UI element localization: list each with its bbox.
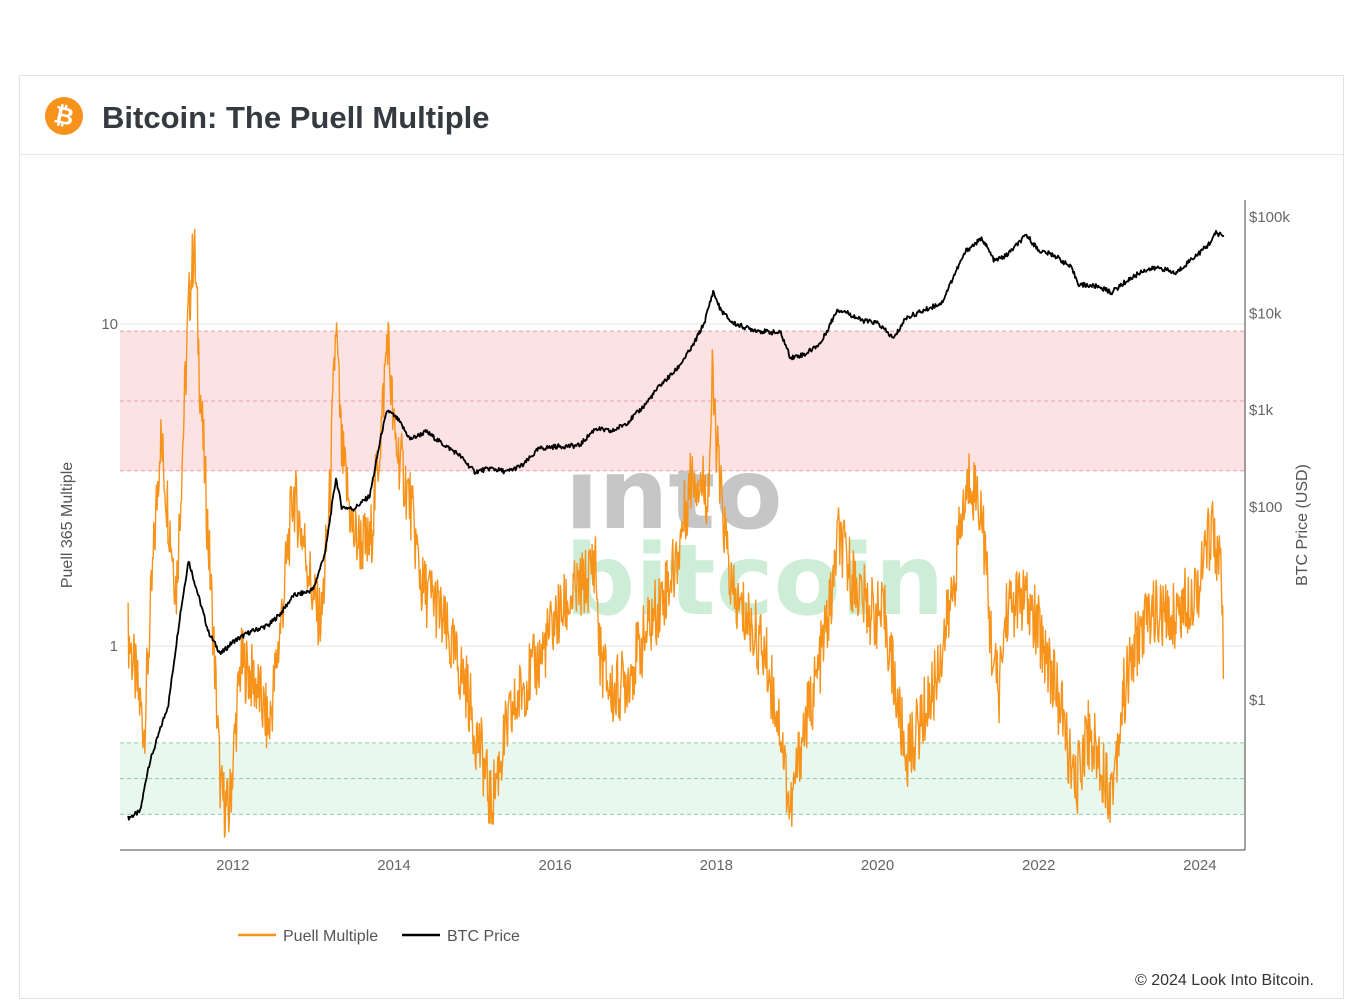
bands-layer bbox=[120, 330, 1245, 815]
copyright-text: © 2024 Look Into Bitcoin. bbox=[1134, 972, 1314, 989]
x-tick-label: 2016 bbox=[538, 857, 571, 874]
page-title: Bitcoin: The Puell Multiple bbox=[102, 100, 490, 135]
legend-item-puell[interactable]: Puell Multiple bbox=[238, 928, 378, 945]
x-tick-label: 2024 bbox=[1183, 857, 1216, 874]
axes-layer: 1 10 $1 $100 $1k $10k $100k 2012 2014 2016 2018 202… bbox=[101, 200, 1290, 874]
legend: Puell Multiple BTC Price bbox=[238, 928, 520, 945]
legend-label-puell: Puell Multiple bbox=[283, 928, 378, 945]
bitcoin-logo-icon: ₿ bbox=[45, 97, 83, 135]
y-left-axis-title: Puell 365 Multiple bbox=[59, 462, 76, 588]
y-left-tick-label: 10 bbox=[101, 316, 118, 333]
x-tick-label: 2014 bbox=[377, 857, 410, 874]
y-right-tick-label: $100k bbox=[1249, 209, 1290, 226]
x-tick-label: 2022 bbox=[1022, 857, 1055, 874]
y-right-tick-label: $10k bbox=[1249, 306, 1282, 323]
x-tick-label: 2018 bbox=[700, 857, 733, 874]
x-tick-label: 2020 bbox=[861, 857, 894, 874]
y-left-tick-label: 1 bbox=[110, 638, 118, 655]
legend-label-btc-price: BTC Price bbox=[447, 928, 520, 945]
y-right-axis-title: BTC Price (USD) bbox=[1294, 464, 1311, 586]
y-right-tick-label: $1 bbox=[1249, 692, 1266, 709]
x-tick-label: 2012 bbox=[216, 857, 249, 874]
legend-item-btc-price[interactable]: BTC Price bbox=[402, 928, 520, 945]
y-right-tick-label: $100 bbox=[1249, 499, 1282, 516]
y-right-tick-label: $1k bbox=[1249, 402, 1274, 419]
series-layer bbox=[127, 228, 1225, 838]
series-line-puell bbox=[127, 228, 1225, 838]
grid-layer bbox=[120, 323, 1245, 647]
card-header: ₿ Bitcoin: The Puell Multiple bbox=[20, 76, 1343, 155]
series-line-btc-price bbox=[127, 229, 1225, 821]
